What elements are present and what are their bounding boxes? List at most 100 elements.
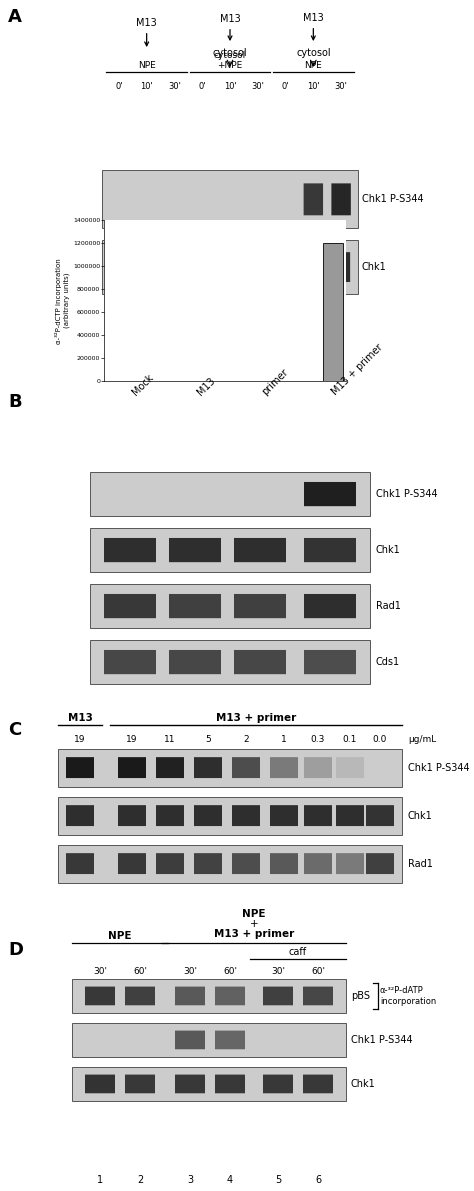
FancyBboxPatch shape [104, 594, 156, 618]
FancyBboxPatch shape [66, 757, 94, 778]
FancyBboxPatch shape [194, 805, 222, 827]
FancyBboxPatch shape [331, 183, 351, 216]
Text: 5: 5 [205, 735, 211, 743]
FancyBboxPatch shape [66, 805, 94, 827]
Text: 2: 2 [137, 1176, 143, 1185]
Text: pBS: pBS [351, 991, 370, 1000]
Text: Chk1: Chk1 [376, 545, 401, 555]
Text: 30': 30' [335, 82, 347, 91]
Text: 6: 6 [315, 1176, 321, 1185]
FancyBboxPatch shape [304, 482, 356, 506]
FancyBboxPatch shape [137, 252, 155, 282]
Text: Chk1 P-S344: Chk1 P-S344 [408, 762, 470, 773]
FancyBboxPatch shape [232, 757, 260, 778]
FancyBboxPatch shape [304, 757, 332, 778]
FancyBboxPatch shape [194, 853, 222, 874]
FancyBboxPatch shape [66, 853, 94, 874]
Bar [58, 797, 402, 835]
FancyBboxPatch shape [156, 853, 184, 874]
Text: 30': 30' [183, 967, 197, 975]
Text: A: A [8, 8, 22, 26]
FancyBboxPatch shape [304, 650, 356, 674]
Text: 30': 30' [251, 82, 264, 91]
FancyBboxPatch shape [303, 986, 333, 1005]
FancyBboxPatch shape [215, 1074, 245, 1093]
Text: cytosol: cytosol [296, 48, 331, 58]
FancyBboxPatch shape [85, 986, 115, 1005]
Text: M13: M13 [68, 712, 92, 723]
Text: 60': 60' [133, 967, 147, 975]
FancyBboxPatch shape [156, 757, 184, 778]
Text: 19: 19 [74, 735, 86, 743]
Text: M13: M13 [303, 13, 324, 39]
FancyBboxPatch shape [194, 757, 222, 778]
FancyBboxPatch shape [263, 1074, 293, 1093]
Text: NPE: NPE [138, 61, 155, 70]
Text: 10': 10' [224, 82, 237, 91]
Bar [72, 1067, 346, 1100]
Bar [90, 584, 370, 628]
FancyBboxPatch shape [165, 252, 183, 282]
FancyBboxPatch shape [270, 805, 298, 827]
Text: D: D [8, 941, 23, 959]
Bar [58, 844, 402, 883]
Bar [322, 243, 343, 381]
Text: Chk1 P-S344: Chk1 P-S344 [351, 1035, 413, 1045]
FancyBboxPatch shape [304, 853, 332, 874]
Text: 0.1: 0.1 [343, 735, 357, 743]
FancyBboxPatch shape [232, 805, 260, 827]
Text: cytosol: cytosol [213, 48, 247, 58]
Text: primer: primer [260, 367, 290, 397]
Text: Chk1: Chk1 [351, 1079, 376, 1089]
Text: M13: M13 [195, 375, 217, 397]
Text: 0': 0' [199, 82, 206, 91]
FancyBboxPatch shape [104, 650, 156, 674]
Bar [102, 170, 358, 229]
FancyBboxPatch shape [215, 986, 245, 1005]
Bar [72, 1023, 346, 1056]
FancyBboxPatch shape [366, 805, 394, 827]
Text: 5: 5 [275, 1176, 281, 1185]
FancyBboxPatch shape [169, 650, 221, 674]
Text: 60': 60' [311, 967, 325, 975]
Text: 4: 4 [227, 1176, 233, 1185]
Text: 0': 0' [282, 82, 289, 91]
FancyBboxPatch shape [332, 252, 350, 282]
Text: M13 + primer: M13 + primer [214, 929, 294, 939]
FancyBboxPatch shape [169, 538, 221, 562]
Text: 19: 19 [126, 735, 138, 743]
Y-axis label: α-³²P-dCTP incorporation
(arbitrary units): α-³²P-dCTP incorporation (arbitrary unit… [55, 258, 70, 343]
FancyBboxPatch shape [234, 538, 286, 562]
Text: 11: 11 [164, 735, 176, 743]
Text: 1: 1 [97, 1176, 103, 1185]
FancyBboxPatch shape [234, 594, 286, 618]
Text: M13: M13 [219, 14, 240, 39]
FancyBboxPatch shape [270, 757, 298, 778]
FancyBboxPatch shape [276, 252, 294, 282]
FancyBboxPatch shape [336, 805, 364, 827]
Text: 30': 30' [93, 967, 107, 975]
Text: 2: 2 [243, 735, 249, 743]
Text: 10': 10' [140, 82, 153, 91]
Text: Cds1: Cds1 [376, 657, 400, 667]
Text: +: + [250, 919, 258, 929]
FancyBboxPatch shape [215, 1030, 245, 1049]
Text: 0': 0' [115, 82, 123, 91]
FancyBboxPatch shape [304, 805, 332, 827]
Text: NPE: NPE [242, 909, 266, 919]
Text: 30': 30' [271, 967, 285, 975]
FancyBboxPatch shape [304, 594, 356, 618]
Text: caff: caff [289, 947, 307, 956]
Text: μg/mL: μg/mL [408, 735, 436, 743]
Text: 10': 10' [307, 82, 319, 91]
FancyBboxPatch shape [270, 853, 298, 874]
Text: 0.3: 0.3 [311, 735, 325, 743]
FancyBboxPatch shape [336, 853, 364, 874]
Text: NPE: NPE [108, 931, 132, 941]
Text: 30': 30' [168, 82, 181, 91]
Text: Chk1: Chk1 [362, 262, 387, 272]
Text: 60': 60' [223, 967, 237, 975]
FancyBboxPatch shape [221, 252, 239, 282]
Text: 0.0: 0.0 [373, 735, 387, 743]
FancyBboxPatch shape [304, 538, 356, 562]
